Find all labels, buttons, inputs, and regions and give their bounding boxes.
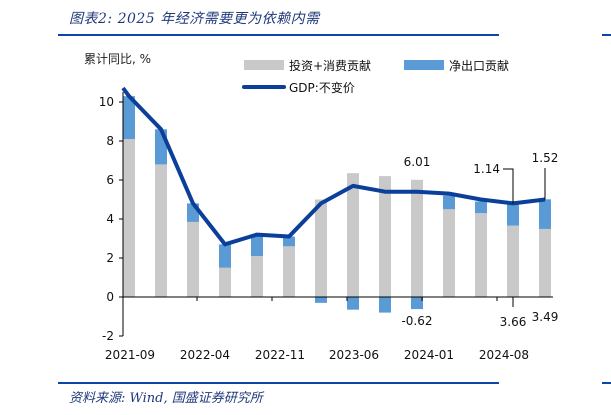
annotation-label: 3.66 xyxy=(500,315,527,329)
x-tick-label: 2022-11 xyxy=(255,348,305,362)
top-rule xyxy=(58,34,499,36)
y-tick-label: 4 xyxy=(106,212,114,226)
bar-investment-consumption xyxy=(155,164,167,297)
annotation-label: 3.49 xyxy=(532,310,559,324)
bar-investment-consumption xyxy=(187,221,199,297)
annotation-label: 1.14 xyxy=(473,162,500,176)
bar-net-export xyxy=(539,199,551,229)
bar-investment-consumption xyxy=(507,225,519,297)
bar-investment-consumption xyxy=(283,246,295,297)
annotations: 6.01 -0.62 1.14 3.66 1.52 3.49 xyxy=(401,151,558,329)
annotation-label: 6.01 xyxy=(404,155,431,169)
top-rule-right xyxy=(602,34,611,36)
bar-net-export xyxy=(123,96,135,140)
legend-swatch-gray xyxy=(244,60,284,70)
bar-net-export xyxy=(315,297,327,303)
chart-title: 图表2: 2025 年经济需要更为依赖内需 xyxy=(69,11,320,27)
x-tick-label: 2022-04 xyxy=(180,348,230,362)
legend-label: 投资+消费贡献 xyxy=(289,58,371,73)
axes: -2 0 2 4 6 8 10 2021-09 2022-04 2022-11 2023-06 202… xyxy=(99,92,553,362)
bar-net-export xyxy=(475,201,487,214)
bar-investment-consumption xyxy=(347,173,359,297)
bar-investment-consumption xyxy=(379,176,391,297)
bars xyxy=(123,96,551,313)
gdp-line xyxy=(121,86,546,247)
legend-label: GDP:不变价 xyxy=(289,80,355,95)
bar-investment-consumption xyxy=(219,267,231,297)
y-tick-label: -2 xyxy=(102,329,114,343)
bar-net-export xyxy=(251,236,263,257)
bar-investment-consumption xyxy=(475,213,487,297)
annotation-label: 1.52 xyxy=(532,151,559,165)
bottom-rule-right xyxy=(602,382,611,384)
x-tick-label: 2021-09 xyxy=(105,348,155,362)
bar-net-export xyxy=(443,195,455,210)
legend-label: 净出口贡献 xyxy=(449,58,509,73)
x-tick-label: 2024-08 xyxy=(479,348,529,362)
bar-net-export xyxy=(411,297,423,310)
bar-net-export xyxy=(347,297,359,310)
x-tick-label: 2024-01 xyxy=(404,348,454,362)
bar-investment-consumption xyxy=(443,209,455,297)
annotation-label: -0.62 xyxy=(401,314,432,328)
y-tick-label: 10 xyxy=(99,95,114,109)
bar-net-export xyxy=(283,236,295,247)
bottom-rule xyxy=(58,382,499,384)
y-axis-label: 累计同比, % xyxy=(84,52,152,66)
x-tick-label: 2023-06 xyxy=(329,348,379,362)
y-tick-label: 2 xyxy=(106,251,114,265)
gdp-line-path xyxy=(121,86,546,247)
y-tick-label: 8 xyxy=(106,134,114,148)
bar-net-export xyxy=(219,244,231,268)
y-tick-label: 6 xyxy=(106,173,114,187)
bar-net-export xyxy=(507,203,519,226)
bar-investment-consumption xyxy=(539,228,551,297)
bar-investment-consumption xyxy=(411,179,423,297)
bar-investment-consumption xyxy=(251,256,263,297)
source-note: 资料来源: Wind, 国盛证券研究所 xyxy=(69,391,263,406)
legend-swatch-blue xyxy=(404,60,444,70)
bar-investment-consumption xyxy=(123,139,135,297)
y-tick-label: 0 xyxy=(106,290,114,304)
legend: 投资+消费贡献 净出口贡献 GDP:不变价 xyxy=(242,58,509,95)
bar-investment-consumption xyxy=(315,199,327,297)
bar-net-export xyxy=(379,297,391,313)
